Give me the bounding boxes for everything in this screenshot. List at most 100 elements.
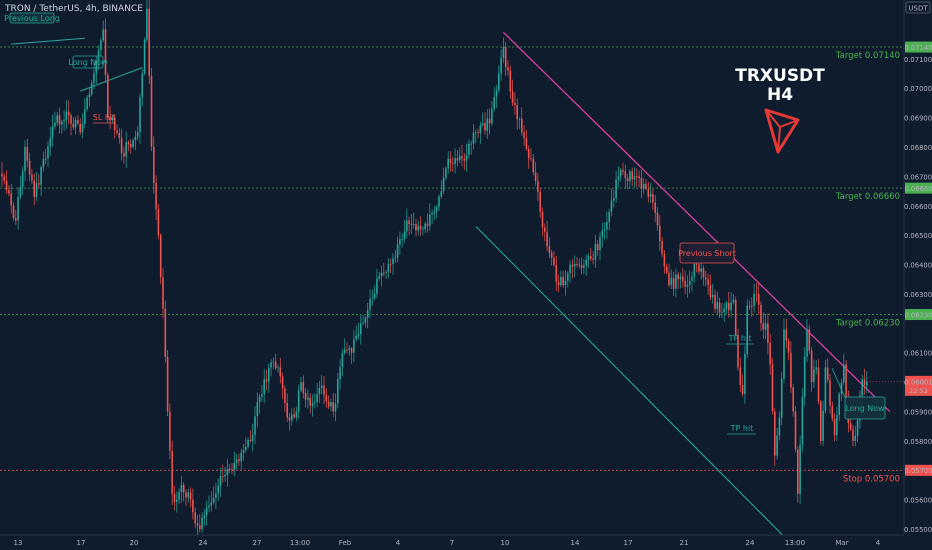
- candle-body: [594, 243, 597, 260]
- candle-body: [297, 390, 300, 412]
- candle: [364, 315, 367, 328]
- candle: [838, 391, 840, 422]
- candle-body: [866, 381, 868, 386]
- candle-body: [185, 492, 187, 498]
- candle: [481, 112, 484, 127]
- candle-body: [813, 369, 815, 383]
- candle-body: [431, 212, 433, 215]
- candle: [728, 291, 730, 318]
- candle-body: [429, 214, 431, 226]
- y-tick-13: 0.05600: [904, 497, 932, 505]
- level-tag-1: 0.06660: [904, 185, 932, 193]
- candle: [590, 247, 592, 262]
- candle-body: [182, 485, 185, 493]
- level-tag-3: 0.05700: [904, 467, 932, 475]
- candle: [203, 509, 206, 526]
- candle: [408, 216, 410, 236]
- candle-body: [235, 459, 238, 463]
- candle: [739, 357, 742, 392]
- previous-short-box[interactable]: [679, 242, 735, 264]
- candle-body: [111, 117, 114, 121]
- candle-body: [95, 60, 98, 74]
- candle-body: [357, 334, 360, 336]
- candle: [366, 302, 369, 329]
- candle: [794, 405, 797, 453]
- candle-body: [309, 397, 311, 406]
- price-axis-panel[interactable]: [904, 0, 932, 535]
- candle-body: [824, 367, 827, 411]
- candle-body: [468, 143, 470, 155]
- candle: [222, 464, 224, 483]
- candle-body: [790, 352, 792, 388]
- candle: [164, 300, 167, 363]
- candle-body: [12, 205, 15, 219]
- candle-body: [279, 367, 282, 377]
- candle-body: [479, 125, 482, 134]
- candle-body: [376, 278, 378, 294]
- candle: [741, 374, 744, 397]
- time-axis-panel[interactable]: [0, 535, 932, 550]
- candle: [215, 482, 217, 510]
- candle: [118, 127, 121, 144]
- candle: [1, 162, 3, 188]
- long-now-pointer: [831, 367, 847, 401]
- candle-body: [741, 384, 744, 394]
- candle: [72, 117, 75, 131]
- y-tick-9: 0.06100: [904, 350, 932, 358]
- candle-body: [141, 73, 144, 98]
- candle: [452, 156, 454, 173]
- candle: [776, 428, 778, 460]
- candle-body: [286, 402, 288, 418]
- candle-body: [222, 476, 224, 477]
- candle: [629, 169, 631, 189]
- candle: [642, 178, 645, 195]
- candle: [652, 188, 654, 210]
- candle-body: [199, 525, 201, 530]
- candle: [47, 141, 49, 167]
- candle: [378, 271, 380, 281]
- candle-body: [787, 340, 790, 353]
- candle-body: [406, 220, 408, 232]
- currency-badge[interactable]: [905, 1, 931, 14]
- candle-body: [548, 246, 551, 253]
- candle-body: [123, 152, 125, 157]
- candle-body: [226, 469, 229, 475]
- candle: [711, 284, 714, 305]
- previous-long-box[interactable]: [9, 12, 55, 24]
- candle: [258, 393, 261, 414]
- candle-body: [410, 223, 413, 225]
- long-now-box[interactable]: [844, 396, 886, 420]
- candle-body: [843, 364, 845, 383]
- candle-body: [801, 396, 804, 445]
- candle-body: [38, 183, 40, 185]
- candle: [645, 178, 647, 191]
- candle-body: [90, 83, 93, 95]
- candle-body: [592, 258, 594, 260]
- candle: [843, 353, 845, 385]
- candle-body: [495, 90, 498, 98]
- candle: [210, 491, 213, 512]
- candle: [86, 95, 88, 112]
- candle-body: [49, 137, 52, 147]
- candle-body: [74, 119, 77, 128]
- candle-body: [366, 309, 369, 318]
- candle: [544, 223, 546, 242]
- candle-body: [130, 144, 132, 148]
- candle-body: [394, 257, 397, 259]
- candle-body: [463, 158, 466, 161]
- candle: [573, 255, 576, 278]
- candle: [387, 258, 390, 279]
- candle-body: [162, 277, 164, 309]
- x-tick-12: 21: [680, 539, 689, 547]
- candle-body: [682, 276, 684, 282]
- long-now-top-box[interactable]: [72, 55, 104, 69]
- candle: [638, 170, 640, 188]
- candle-body: [854, 435, 857, 441]
- candle: [539, 187, 541, 219]
- candle: [171, 440, 173, 506]
- candle: [748, 300, 751, 310]
- candle-body: [157, 209, 160, 236]
- candle: [311, 394, 314, 417]
